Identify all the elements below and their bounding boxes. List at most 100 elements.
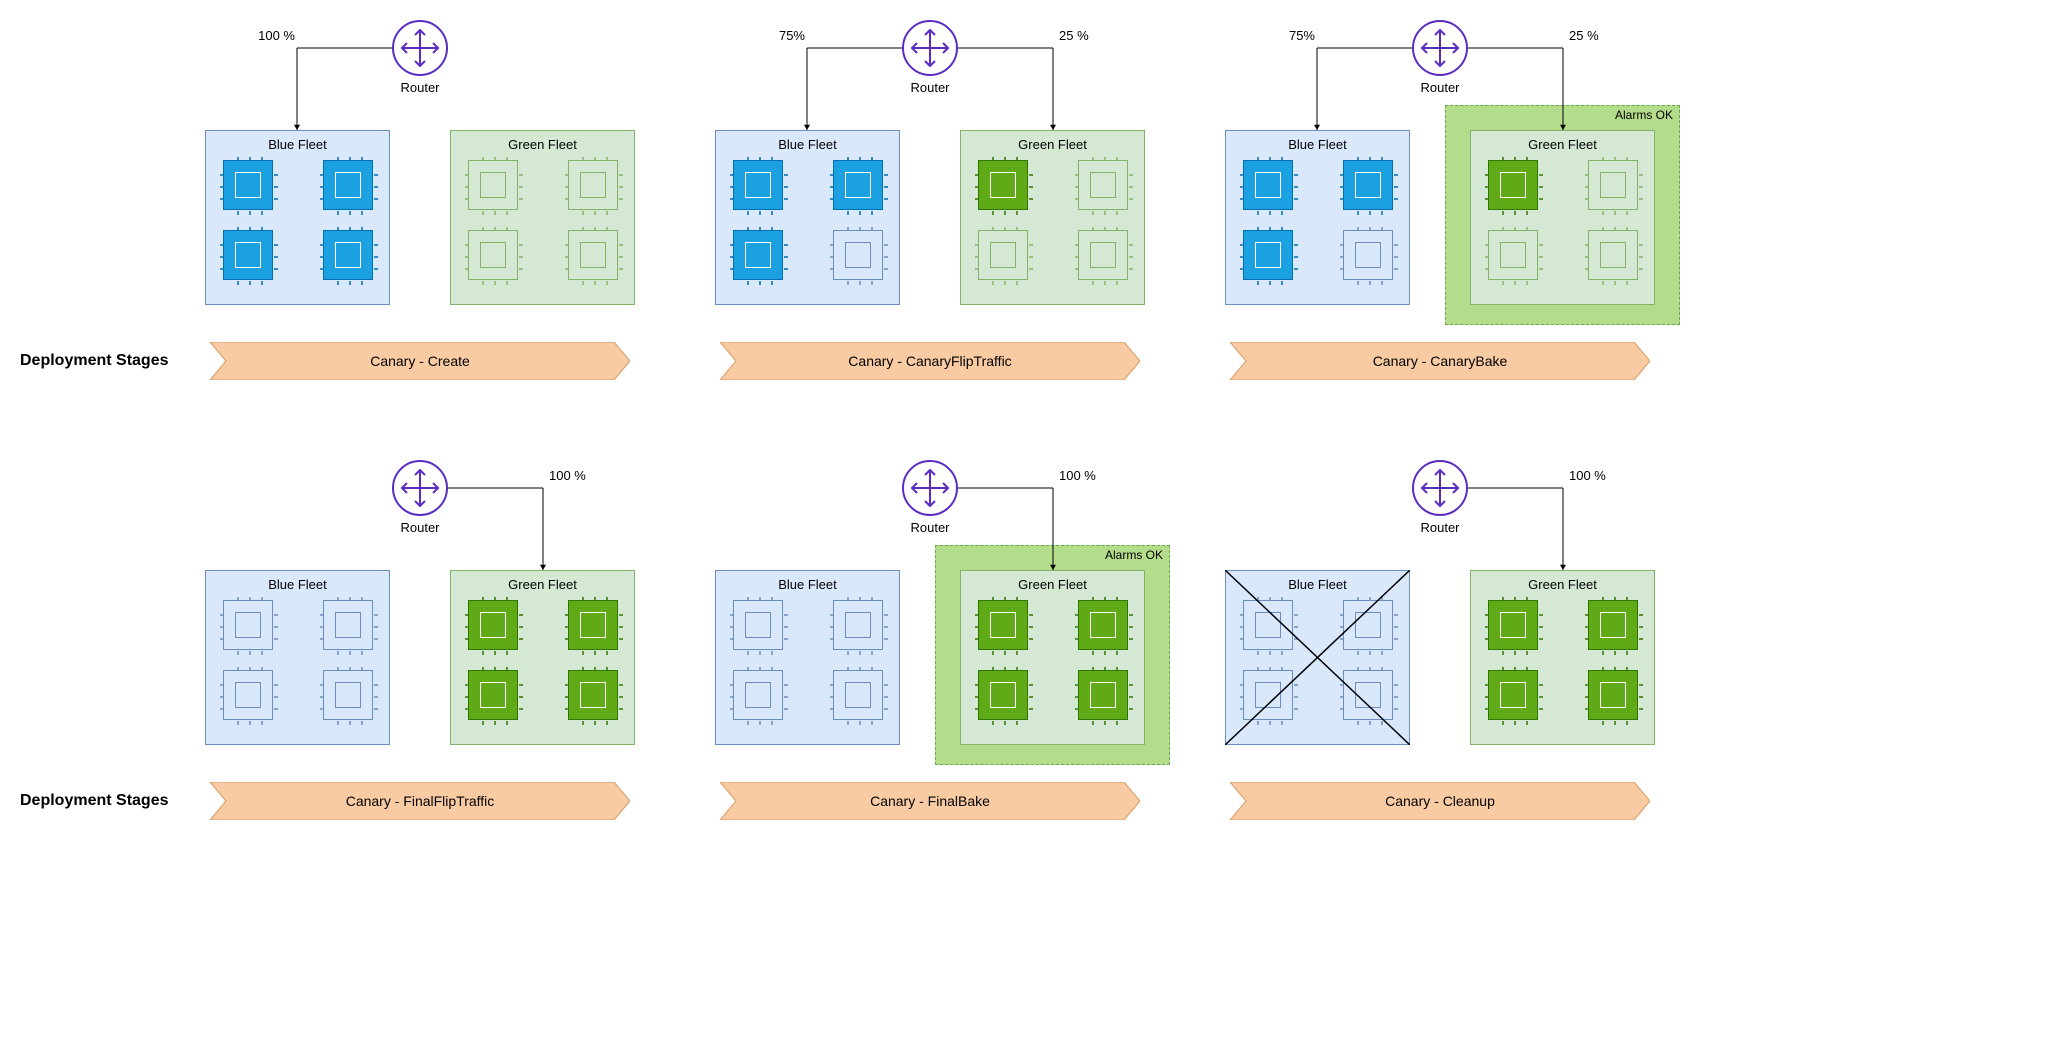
- chip-icon: [1078, 230, 1128, 280]
- chip-icon: [568, 670, 618, 720]
- blue-fleet-label: Blue Fleet: [1288, 137, 1347, 152]
- chip-icon: [223, 670, 273, 720]
- stage-name: Canary - CanaryFlipTraffic: [848, 353, 1011, 369]
- stage-arrow: Canary - CanaryBake: [1230, 342, 1650, 380]
- traffic-pct-label: 100 %: [549, 468, 586, 483]
- blue-fleet: Blue Fleet: [205, 130, 390, 305]
- chip-icon: [978, 670, 1028, 720]
- router-icon: Router: [1412, 460, 1468, 535]
- chip-icon: [733, 230, 783, 280]
- stage-arrow: Canary - FinalBake: [720, 782, 1140, 820]
- router-label: Router: [910, 520, 949, 535]
- deployment-stages-label: Deployment Stages: [20, 342, 190, 370]
- chip-icon: [468, 600, 518, 650]
- stage-arrow: Canary - CanaryFlipTraffic: [720, 342, 1140, 380]
- chip-icon: [568, 230, 618, 280]
- router-label: Router: [1420, 80, 1459, 95]
- chip-icon: [833, 670, 883, 720]
- router-icon: Router: [392, 20, 448, 95]
- stage-name: Canary - CanaryBake: [1373, 353, 1508, 369]
- chip-icon: [223, 600, 273, 650]
- stage-column: Router Blue Fleet Green Fleet 100 %: [190, 460, 650, 750]
- stage-diagram: Router Blue Fleet Green Fleet 100 %: [1210, 460, 1670, 750]
- traffic-pct-label: 100 %: [1059, 468, 1096, 483]
- chip-icon: [323, 160, 373, 210]
- chip-icon: [468, 230, 518, 280]
- blue-fleet-label: Blue Fleet: [268, 137, 327, 152]
- blue-fleet-label: Blue Fleet: [268, 577, 327, 592]
- chip-icon: [1343, 160, 1393, 210]
- stage-column: Router Blue Fleet Green Fleet 100 %: [1210, 460, 1670, 750]
- chip-icon: [1588, 600, 1638, 650]
- stage-column: Router Blue Fleet Green Fleet 100 %: [190, 20, 650, 310]
- chip-icon: [833, 600, 883, 650]
- chip-icon: [1488, 670, 1538, 720]
- stage-arrow: Canary - FinalFlipTraffic: [210, 782, 630, 820]
- chip-icon: [733, 600, 783, 650]
- traffic-pct-label: 75%: [1267, 28, 1315, 43]
- stage-diagram: Router Blue Fleet Green Fleet 100 %: [190, 460, 650, 750]
- chip-icon: [833, 160, 883, 210]
- blue-fleet-label: Blue Fleet: [1288, 577, 1347, 592]
- chip-icon: [1588, 670, 1638, 720]
- chip-icon: [1243, 600, 1293, 650]
- stage-arrow: Canary - Cleanup: [1230, 782, 1650, 820]
- deployment-stages-label: Deployment Stages: [20, 782, 190, 810]
- stage-diagram: Router Blue Fleet Green Fleet 75% 25 %: [700, 20, 1160, 310]
- traffic-pct-label: 25 %: [1059, 28, 1089, 43]
- stage-arrow: Canary - Create: [210, 342, 630, 380]
- chip-icon: [1078, 670, 1128, 720]
- green-fleet-label: Green Fleet: [1018, 137, 1087, 152]
- stage-column: Alarms OK Router Blue Fleet Green Fleet 75%…: [1210, 20, 1670, 310]
- green-fleet: Green Fleet: [450, 570, 635, 745]
- stage-diagram: Router Blue Fleet Green Fleet 100 %: [190, 20, 650, 310]
- router-icon: Router: [902, 20, 958, 95]
- green-fleet-label: Green Fleet: [1018, 577, 1087, 592]
- blue-fleet: Blue Fleet: [715, 130, 900, 305]
- green-fleet: Green Fleet: [1470, 130, 1655, 305]
- chip-icon: [1488, 230, 1538, 280]
- router-label: Router: [400, 80, 439, 95]
- chip-icon: [568, 160, 618, 210]
- chip-icon: [1343, 230, 1393, 280]
- traffic-pct-label: 100 %: [1569, 468, 1606, 483]
- chip-icon: [323, 600, 373, 650]
- chip-icon: [1488, 600, 1538, 650]
- blue-fleet-label: Blue Fleet: [778, 137, 837, 152]
- blue-fleet: Blue Fleet: [1225, 570, 1410, 745]
- stage-column: Alarms OK RouterBlue FleetGreen Fleet100…: [700, 460, 1160, 750]
- stage-name: Canary - Create: [370, 353, 470, 369]
- chip-icon: [323, 670, 373, 720]
- stage-name: Canary - FinalBake: [870, 793, 990, 809]
- chip-icon: [468, 160, 518, 210]
- chip-icon: [1078, 160, 1128, 210]
- chip-icon: [323, 230, 373, 280]
- green-fleet: Green Fleet: [1470, 570, 1655, 745]
- stage-diagram: Alarms OK Router Blue Fleet Green Fleet 75%…: [1210, 20, 1670, 310]
- chip-icon: [733, 160, 783, 210]
- chip-icon: [1243, 160, 1293, 210]
- stage-name: Canary - FinalFlipTraffic: [346, 793, 495, 809]
- router-label: Router: [1420, 520, 1459, 535]
- chip-icon: [1588, 230, 1638, 280]
- alarms-ok-label: Alarms OK: [1615, 108, 1673, 122]
- green-fleet: Green Fleet: [960, 570, 1145, 745]
- traffic-pct-label: 25 %: [1569, 28, 1599, 43]
- chip-icon: [833, 230, 883, 280]
- green-fleet: Green Fleet: [960, 130, 1145, 305]
- chip-icon: [978, 230, 1028, 280]
- chip-icon: [468, 670, 518, 720]
- router-label: Router: [400, 520, 439, 535]
- chip-icon: [978, 160, 1028, 210]
- blue-fleet-label: Blue Fleet: [778, 577, 837, 592]
- traffic-pct-label: 100 %: [247, 28, 295, 43]
- green-fleet: Green Fleet: [450, 130, 635, 305]
- green-fleet-label: Green Fleet: [1528, 577, 1597, 592]
- chip-icon: [733, 670, 783, 720]
- chip-icon: [1343, 600, 1393, 650]
- green-fleet-label: Green Fleet: [508, 577, 577, 592]
- traffic-pct-label: 75%: [757, 28, 805, 43]
- chip-icon: [223, 160, 273, 210]
- router-icon: Router: [902, 460, 958, 535]
- router-icon: Router: [1412, 20, 1468, 95]
